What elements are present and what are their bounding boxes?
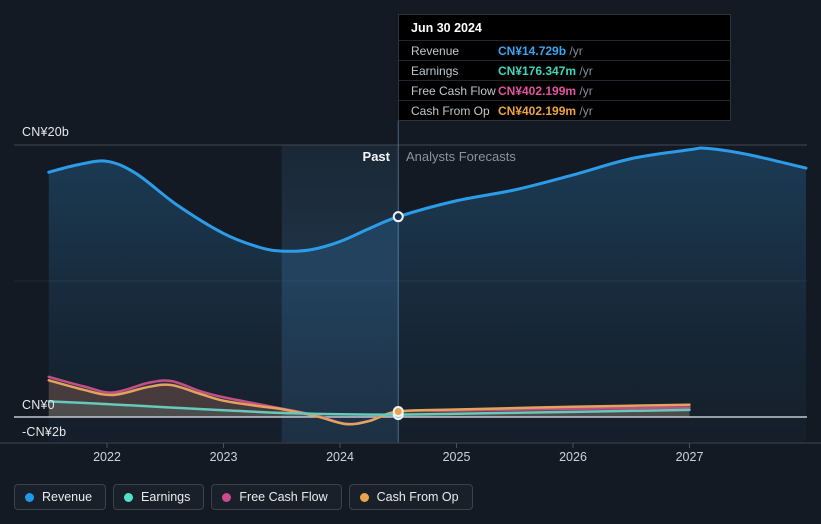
- x-axis-label-2023: 2023: [209, 450, 238, 464]
- tooltip-row-value: CN¥14.729b /yr: [498, 43, 583, 58]
- x-axis-label-2026: 2026: [559, 450, 587, 464]
- tooltip-rows: Revenue CN¥14.729b /yr Earnings CN¥176.347m…: [399, 40, 730, 120]
- legend-item-earnings[interactable]: Earnings: [113, 484, 205, 510]
- legend-label: Earnings: [141, 490, 191, 504]
- legend-item-revenue[interactable]: Revenue: [14, 484, 107, 510]
- tooltip-row-free-cash-flow: Free Cash Flow CN¥402.199m /yr: [399, 80, 730, 100]
- hover-tooltip: Jun 30 2024 Revenue CN¥14.729b /yr Earning…: [398, 14, 731, 121]
- legend-dot-icon: [359, 492, 369, 502]
- tooltip-date: Jun 30 2024: [411, 21, 482, 35]
- cash-from-op-marker-dot[interactable]: [392, 406, 404, 418]
- tooltip-row-unit: /yr: [576, 83, 593, 98]
- cash-from-op-line: [47, 379, 691, 426]
- tooltip-row-value: CN¥402.199m /yr: [498, 103, 593, 118]
- tooltip-row-label: Free Cash Flow: [411, 83, 496, 98]
- legend-item-cash-from-op[interactable]: Cash From Op: [348, 484, 473, 510]
- legend-dot-icon: [124, 492, 134, 502]
- x-axis-label-2025: 2025: [442, 450, 471, 464]
- x-axis-label-2024: 2024: [326, 450, 354, 464]
- legend-label: Cash From Op: [376, 490, 459, 504]
- y-axis-label-neg2b: -CN¥2b: [22, 425, 67, 439]
- chart-legend: Revenue Earnings Free Cash Flow Cash From O…: [14, 484, 473, 510]
- tooltip-row-revenue: Revenue CN¥14.729b /yr: [399, 40, 730, 60]
- tooltip-row-value: CN¥402.199m /yr: [498, 83, 593, 98]
- revenue-area: [48, 148, 806, 443]
- tooltip-row-cash-from-op: Cash From Op CN¥402.199m /yr: [399, 100, 730, 120]
- tooltip-row-unit: /yr: [566, 43, 583, 58]
- tooltip-row-earnings: Earnings CN¥176.347m /yr: [399, 60, 730, 80]
- legend-dot-icon: [222, 492, 232, 502]
- revenue-marker-dot[interactable]: [392, 211, 404, 223]
- earnings-line: [47, 400, 691, 416]
- tooltip-row-label: Revenue: [411, 43, 460, 58]
- legend-item-free-cash-flow[interactable]: Free Cash Flow: [211, 484, 342, 510]
- tooltip-row-unit: /yr: [576, 103, 593, 118]
- x-axis-label-2027: 2027: [675, 450, 704, 464]
- tooltip-row-unit: /yr: [576, 63, 593, 78]
- y-axis-label-0: CN¥0: [22, 398, 55, 412]
- legend-dot-icon: [25, 492, 34, 502]
- analysts-forecasts-region-label: Analysts Forecasts: [406, 149, 516, 164]
- past-region-label: Past: [362, 149, 390, 164]
- revenue-line: [47, 146, 808, 253]
- y-axis-label-20b: CN¥20b: [22, 125, 70, 139]
- x-axis-label-2022: 2022: [93, 450, 121, 464]
- tooltip-row-value: CN¥176.347m /yr: [498, 63, 593, 78]
- tooltip-row-label: Cash From Op: [411, 103, 490, 118]
- free-cash-flow-area: [48, 376, 690, 417]
- legend-label: Free Cash Flow: [239, 490, 328, 504]
- tooltip-row-label: Earnings: [411, 63, 459, 78]
- legend-label: Revenue: [42, 490, 93, 504]
